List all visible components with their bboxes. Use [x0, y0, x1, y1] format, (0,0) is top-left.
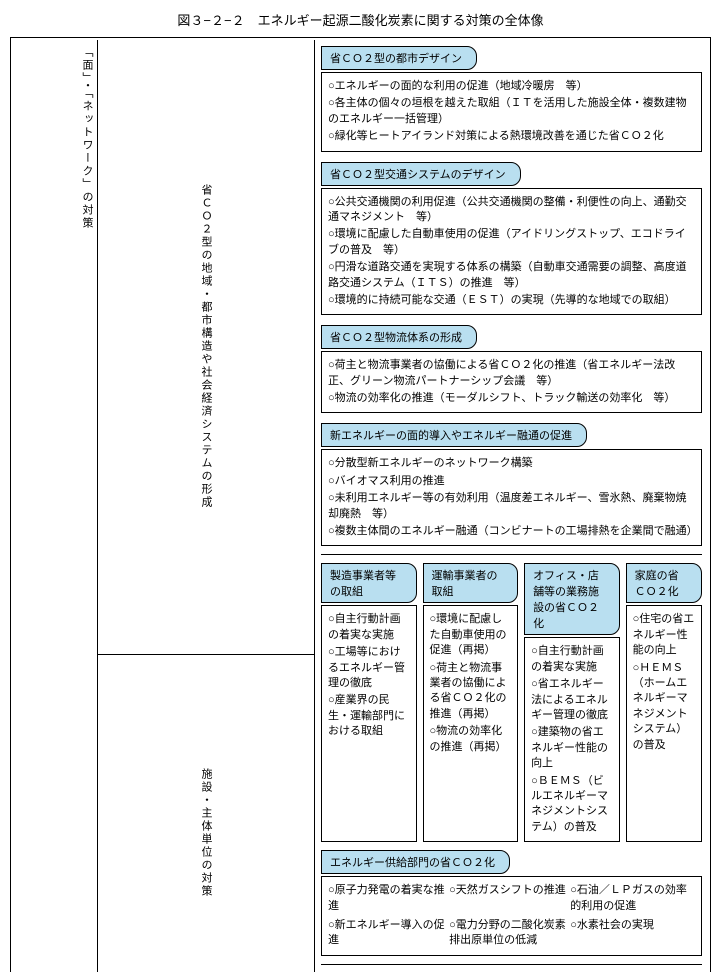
item-list: ○エネルギーの面的な利用の促進（地域冷暖房 等） ○各主体の個々の垣根を越えた取…: [321, 72, 702, 152]
block-transport: 省ＣＯ２型交通システムのデザイン ○公共交通機関の利用促進（公共交通機関の整備・…: [321, 162, 702, 316]
item: ○未利用エネルギー等の有効利用（温度差エネルギー、雪氷熱、廃棄物焼却廃熱 等）: [328, 491, 695, 522]
item: ○建築物の省エネルギー性能の向上: [531, 725, 613, 771]
cell-manufacturing: 製造事業者等の取組 ○自主行動計画の着実な実施 ○工場等におけるエネルギー管理の…: [321, 563, 417, 842]
item-list: ○分散型新エネルギーのネットワーク構築 ○バイオマス利用の推進 ○未利用エネルギ…: [321, 449, 702, 546]
item: ○環境的に持続可能な交通（ＥＳＴ）の実現（先導的な地域での取組）: [328, 293, 695, 308]
cat-a: 省ＣＯ２型の地域・都市構造や社会経済システムの形成: [196, 178, 216, 515]
block-newenergy: 新エネルギーの面的導入やエネルギー融通の促進 ○分散型新エネルギーのネットワーク…: [321, 423, 702, 546]
item: ○エネルギーの面的な利用の促進（地域冷暖房 等）: [328, 79, 695, 94]
diagram-frame: 「面」・「ネットワーク」の対策 「個」の対策 省ＣＯ２型の地域・都市構造や社会経…: [10, 37, 711, 972]
block-logistics: 省ＣＯ２型物流体系の形成 ○荷主と物流事業者の協働による省ＣＯ２化の推進（省エネ…: [321, 325, 702, 413]
axis-left: 「面」・「ネットワーク」の対策 「個」の対策: [13, 40, 98, 972]
item-list: ○環境に配慮した自動車使用の促進（再掲） ○荷主と物流事業者の協働による省ＣＯ２…: [423, 605, 519, 842]
heading: 省ＣＯ２型物流体系の形成: [321, 325, 477, 349]
block-supply: エネルギー供給部門の省ＣＯ２化 ○原子力発電の着実な推進 ○天然ガスシフトの推進…: [321, 850, 702, 956]
item: ○円滑な道路交通を実現する体系の構築（自動車交通需要の調整、高度道路交通システム…: [328, 260, 695, 291]
item: ○物流の効率化の推進（モーダルシフト、トラック輸送の効率化 等）: [328, 391, 695, 406]
item: ○荷主と物流事業者の協働による省ＣＯ２化の推進（省エネルギー法改正、グリーン物流…: [328, 358, 695, 389]
item: ○工場等におけるエネルギー管理の徹底: [328, 645, 410, 691]
item-list: ○住宅の省エネルギー性能の向上 ○ＨＥＭＳ（ホームエネルギーマネジメントシステム…: [626, 605, 702, 842]
item: ○住宅の省エネルギー性能の向上: [633, 612, 695, 658]
heading: エネルギー供給部門の省ＣＯ２化: [321, 850, 510, 874]
item: ○緑化等ヒートアイランド対策による熱環境改善を通じた省ＣＯ２化: [328, 129, 695, 144]
cell-home: 家庭の省ＣＯ２化 ○住宅の省エネルギー性能の向上 ○ＨＥＭＳ（ホームエネルギーマ…: [626, 563, 702, 842]
heading: 運輸事業者の取組: [423, 563, 519, 603]
cell-transport-ops: 運輸事業者の取組 ○環境に配慮した自動車使用の促進（再掲） ○荷主と物流事業者の…: [423, 563, 519, 842]
cat-b: 施設・主体単位の対策: [196, 762, 216, 904]
item-list: ○原子力発電の着実な推進 ○天然ガスシフトの推進 ○石油／ＬＰガスの効率的利用の…: [321, 876, 702, 956]
section-b: 製造事業者等の取組 ○自主行動計画の着実な実施 ○工場等におけるエネルギー管理の…: [321, 563, 702, 964]
item: ○自主行動計画の着実な実施: [531, 644, 613, 675]
item: ○新エネルギー導入の促進: [328, 918, 449, 949]
item: ○環境に配慮した自動車使用の促進（アイドリングストップ、エコドライブの普及 等）: [328, 227, 695, 258]
item: ○ＢＥＭＳ（ビルエネルギーマネジメントシステム）の普及: [531, 774, 613, 836]
cell-office: オフィス・店舗等の業務施設の省ＣＯ２化 ○自主行動計画の着実な実施 ○省エネルギ…: [524, 563, 620, 842]
heading: オフィス・店舗等の業務施設の省ＣＯ２化: [524, 563, 620, 635]
label-network: 「面」・「ネットワーク」の対策: [13, 40, 97, 236]
item: ○天然ガスシフトの推進: [449, 883, 570, 914]
heading: 製造事業者等の取組: [321, 563, 417, 603]
item-list: ○荷主と物流事業者の協働による省ＣＯ２化の推進（省エネルギー法改正、グリーン物流…: [321, 351, 702, 413]
item: ○水素社会の実現: [570, 918, 691, 949]
item: ○バイオマス利用の推進: [328, 474, 695, 489]
item: ○環境に配慮した自動車使用の促進（再掲）: [430, 612, 512, 658]
heading: 省ＣＯ２型の都市デザイン: [321, 46, 477, 70]
item: ○原子力発電の着実な推進: [328, 883, 449, 914]
section-a: 省ＣＯ２型の都市デザイン ○エネルギーの面的な利用の促進（地域冷暖房 等） ○各…: [321, 46, 702, 555]
heading: 新エネルギーの面的導入やエネルギー融通の促進: [321, 423, 587, 447]
content-area: 省ＣＯ２型の都市デザイン ○エネルギーの面的な利用の促進（地域冷暖房 等） ○各…: [315, 40, 708, 972]
item: ○分散型新エネルギーのネットワーク構築: [328, 456, 695, 471]
item-list: ○自主行動計画の着実な実施 ○工場等におけるエネルギー管理の徹底 ○産業界の民生…: [321, 605, 417, 842]
item: ○産業界の民生・運輸部門における取組: [328, 693, 410, 739]
item: ○公共交通機関の利用促進（公共交通機関の整備・利便性の向上、通勤交通マネジメント…: [328, 195, 695, 226]
item: ○複数主体間のエネルギー融通（コンビナートの工場排熱を企業間で融通）: [328, 524, 695, 539]
block-urban: 省ＣＯ２型の都市デザイン ○エネルギーの面的な利用の促進（地域冷暖房 等） ○各…: [321, 46, 702, 152]
item: ○荷主と物流事業者の協働による省ＣＯ２化の推進（再掲）: [430, 661, 512, 723]
axis-category: 省ＣＯ２型の地域・都市構造や社会経済システムの形成 施設・主体単位の対策 機器単…: [98, 40, 315, 972]
figure-title: 図３−２−２ エネルギー起源二酸化炭素に関する対策の全体像: [10, 10, 711, 29]
item: ○省エネルギー法によるエネルギー管理の徹底: [531, 677, 613, 723]
item-list: ○公共交通機関の利用促進（公共交通機関の整備・利便性の向上、通勤交通マネジメント…: [321, 188, 702, 316]
item: ○石油／ＬＰガスの効率的利用の促進: [570, 883, 691, 914]
item: ○各主体の個々の垣根を越えた取組（ＩＴを活用した施設全体・複数建物のエネルギー一…: [328, 96, 695, 127]
heading: 家庭の省ＣＯ２化: [626, 563, 702, 603]
item: ○ＨＥＭＳ（ホームエネルギーマネジメントシステム）の普及: [633, 661, 695, 753]
heading: 省ＣＯ２型交通システムのデザイン: [321, 162, 521, 186]
facility-group: 製造事業者等の取組 ○自主行動計画の着実な実施 ○工場等におけるエネルギー管理の…: [321, 563, 702, 842]
item-list: ○自主行動計画の着実な実施 ○省エネルギー法によるエネルギー管理の徹底 ○建築物…: [524, 637, 620, 842]
item: ○自主行動計画の着実な実施: [328, 612, 410, 643]
item: ○物流の効率化の推進（再掲）: [430, 724, 512, 755]
item: ○電力分野の二酸化炭素排出原単位の低減: [449, 918, 570, 949]
